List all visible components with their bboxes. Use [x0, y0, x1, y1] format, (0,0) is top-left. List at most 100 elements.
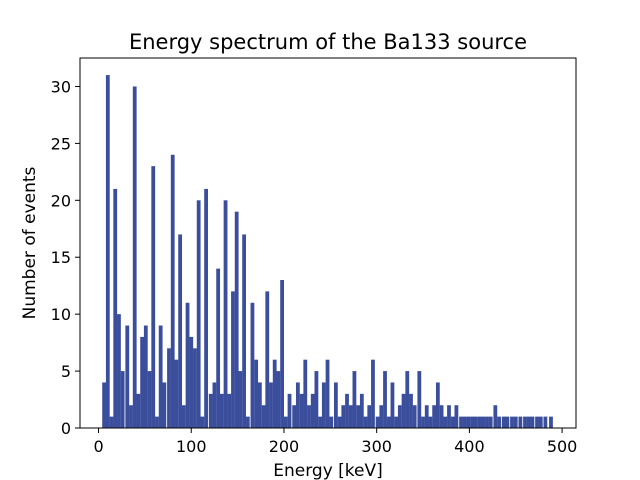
- histogram-bar-84: [421, 416, 425, 428]
- histogram-bar-107: [510, 416, 514, 428]
- histogram-bar-53: [303, 359, 308, 428]
- histogram-bar-45: [272, 359, 277, 428]
- histogram-bar-42: [261, 405, 266, 428]
- histogram-bar-69: [363, 416, 368, 428]
- y-axis-label: Number of events: [20, 166, 40, 319]
- histogram-bar-43: [265, 291, 270, 428]
- histogram-bar-104: [497, 416, 501, 428]
- histogram-bar-50: [292, 405, 297, 428]
- histogram-bar-57: [318, 416, 323, 428]
- y-tick-label: 20: [51, 191, 71, 210]
- chart-title: Energy spectrum of the Ba133 source: [129, 30, 527, 54]
- histogram-bar-31: [219, 393, 224, 428]
- histogram-bar-85: [424, 405, 429, 428]
- histogram-bar-36: [238, 371, 243, 428]
- histogram-bar-79: [401, 393, 406, 428]
- y-tick-label: 5: [61, 362, 71, 381]
- histogram-bar-44: [269, 382, 273, 428]
- histogram-bar-75: [386, 416, 391, 428]
- histogram-bar-2: [109, 416, 114, 428]
- histogram-bar-24: [193, 348, 197, 428]
- y-tick-label: 0: [61, 419, 71, 438]
- histogram-bar-105: [501, 416, 506, 428]
- histogram-bar-83: [417, 371, 422, 428]
- histogram-bar-72: [375, 416, 380, 428]
- histogram-bar-103: [493, 405, 498, 428]
- histogram-bar-25: [196, 200, 201, 428]
- histogram-bar-22: [185, 302, 190, 428]
- histogram-bar-39: [250, 302, 255, 428]
- histogram-bar-95: [462, 416, 467, 428]
- histogram-bar-82: [412, 405, 417, 428]
- histogram-bar-8: [132, 86, 137, 429]
- histogram-bar-10: [140, 336, 145, 428]
- histogram-bar-68: [359, 393, 364, 428]
- y-axis-ticks: 0 5 10 15 20 25 30: [51, 77, 80, 438]
- histogram-bar-110: [523, 416, 527, 428]
- histogram-bar-74: [383, 371, 387, 428]
- histogram-bar-13: [151, 166, 156, 428]
- histogram-bar-62: [337, 416, 342, 428]
- histogram-bar-59: [325, 359, 330, 428]
- histogram-bar-76: [390, 382, 395, 428]
- histogram-bar-80: [405, 371, 410, 428]
- histogram-bar-101: [485, 416, 489, 428]
- histogram-bar-23: [189, 336, 194, 428]
- histogram-bar-61: [333, 382, 338, 428]
- histogram-bar-15: [158, 325, 163, 428]
- histogram-bar-90: [443, 416, 448, 428]
- histogram-bar-6: [125, 325, 130, 428]
- histogram-bar-60: [329, 416, 334, 428]
- histogram-bar-34: [231, 291, 235, 428]
- histogram-bar-86: [428, 416, 433, 428]
- x-axis-label: Energy [keV]: [273, 461, 383, 480]
- histogram-bar-7: [129, 405, 133, 428]
- x-tick-label: 300: [361, 437, 392, 456]
- y-tick-label: 25: [51, 134, 71, 153]
- histogram-bar-96: [466, 416, 471, 428]
- histogram-bar-108: [513, 416, 518, 428]
- histogram-bar-97: [470, 416, 475, 428]
- histogram-bar-65: [348, 405, 353, 428]
- histogram-bar-71: [371, 359, 375, 428]
- histogram-bar-41: [257, 382, 262, 428]
- histogram-bar-14: [155, 416, 159, 428]
- histogram-bar-54: [307, 405, 311, 428]
- plot-frame: [79, 57, 577, 429]
- histogram-bar-92: [450, 416, 455, 428]
- histogram-bar-47: [280, 280, 285, 428]
- histogram-bar-106: [505, 416, 510, 428]
- histogram-bar-5: [120, 371, 125, 428]
- histogram-bar-88: [435, 382, 440, 428]
- histogram-bar-16: [162, 382, 167, 428]
- x-tick-label: 200: [269, 437, 300, 456]
- histogram-bar-94: [459, 416, 463, 428]
- histogram-bar-11: [143, 325, 148, 428]
- histogram-bar-37: [242, 234, 246, 428]
- histogram-bar-30: [216, 268, 221, 428]
- histogram-bar-1: [105, 75, 110, 428]
- histogram-bar-46: [276, 371, 281, 428]
- histogram-bar-64: [345, 393, 349, 428]
- x-tick-label: 400: [454, 437, 485, 456]
- histogram-bar-99: [477, 416, 482, 428]
- histogram-bar-116: [549, 416, 553, 428]
- y-tick-label: 10: [51, 305, 71, 324]
- histogram-bar-115: [543, 416, 548, 428]
- histogram-bar-102: [488, 416, 493, 428]
- histogram-bars: [102, 75, 553, 429]
- histogram-bar-19: [174, 359, 179, 428]
- histogram-bar-63: [341, 405, 346, 428]
- histogram-bar-98: [473, 416, 478, 428]
- histogram-bar-35: [234, 211, 239, 428]
- histogram-bar-112: [530, 416, 535, 428]
- histogram-bar-26: [200, 416, 205, 428]
- histogram-bar-66: [352, 371, 357, 428]
- histogram-bar-70: [367, 405, 372, 428]
- histogram-bar-48: [283, 416, 288, 428]
- histogram-bar-3: [113, 188, 118, 428]
- histogram-bar-89: [439, 405, 444, 428]
- histogram-bar-0: [102, 382, 106, 428]
- histogram-bar-100: [481, 416, 486, 428]
- histogram-bar-109: [518, 416, 523, 428]
